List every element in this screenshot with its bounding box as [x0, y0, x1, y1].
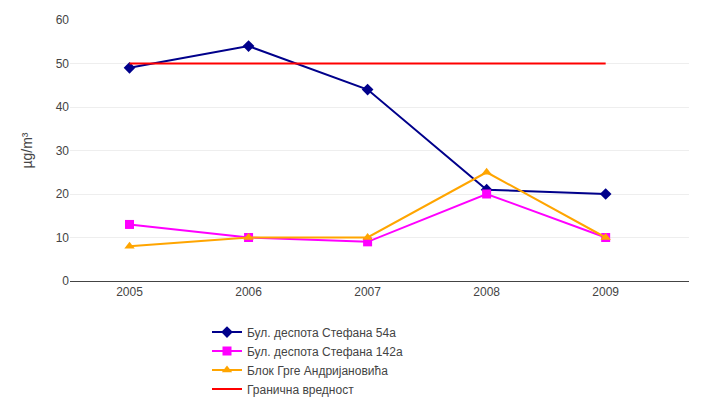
- svg-text:2009: 2009: [592, 285, 619, 299]
- svg-text:Гранична вредност: Гранична вредност: [247, 383, 354, 397]
- svg-text:2007: 2007: [354, 285, 381, 299]
- svg-text:2006: 2006: [235, 285, 262, 299]
- svg-text:50: 50: [56, 57, 70, 71]
- svg-text:2008: 2008: [473, 285, 500, 299]
- svg-text:µg/m³: µg/m³: [19, 132, 35, 168]
- svg-text:Блок Грге Андријановића: Блок Грге Андријановића: [247, 364, 388, 378]
- svg-text:Бул. деспота Стефана 54а: Бул. деспота Стефана 54а: [247, 326, 396, 340]
- svg-text:30: 30: [56, 144, 70, 158]
- svg-text:2005: 2005: [116, 285, 143, 299]
- svg-text:20: 20: [56, 187, 70, 201]
- svg-text:Бул. деспота Стефана 142а: Бул. деспота Стефана 142а: [247, 345, 403, 359]
- svg-text:10: 10: [56, 231, 70, 245]
- svg-text:60: 60: [56, 13, 70, 27]
- svg-text:0: 0: [62, 274, 69, 288]
- svg-text:40: 40: [56, 100, 70, 114]
